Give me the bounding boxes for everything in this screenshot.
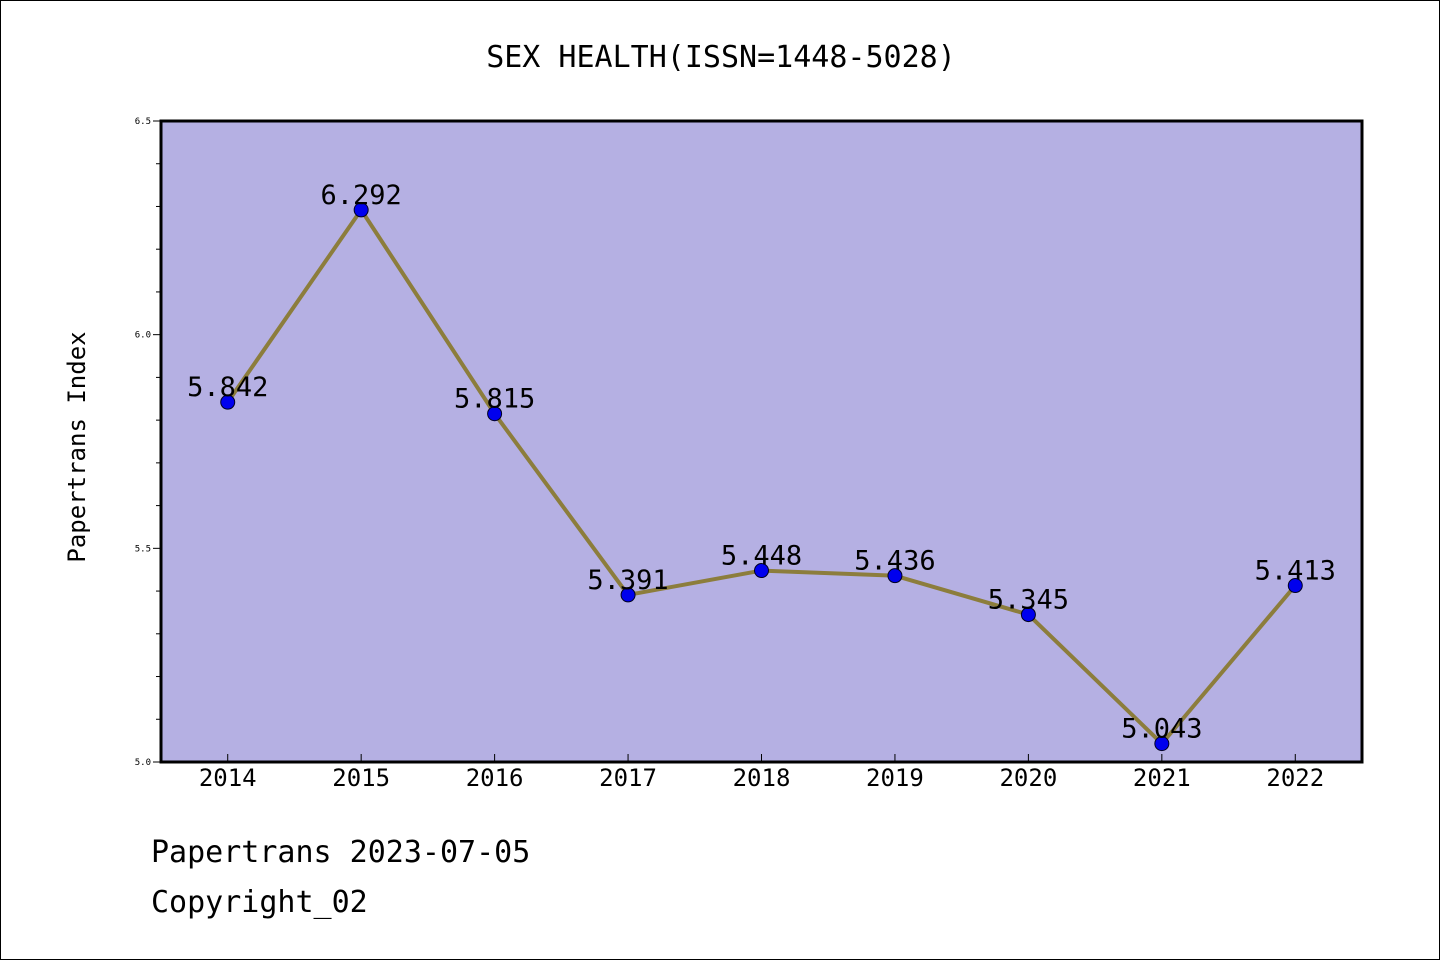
y-tick-label: 6.5	[135, 117, 151, 127]
x-tick-label: 2019	[866, 764, 924, 792]
data-label: 5.436	[854, 546, 935, 577]
data-point	[487, 406, 503, 422]
data-point	[1154, 736, 1170, 752]
data-point	[353, 202, 369, 218]
x-tick-label: 2018	[733, 764, 791, 792]
chart-title: SEX HEALTH(ISSN=1448-5028)	[486, 40, 956, 75]
footer-copyright-line: Copyright_02	[151, 885, 368, 920]
x-tick-label: 2021	[1133, 764, 1191, 792]
data-labels: 5.842 6.292 5.815 5.391 5.448 5.436 5.345 5.043…	[187, 180, 1336, 745]
x-tick-label: 2015	[332, 764, 390, 792]
x-tick-label: 2020	[999, 764, 1057, 792]
y-tick-label: 5.0	[135, 758, 151, 768]
data-point	[1287, 578, 1303, 594]
x-tick-label: 2014	[199, 764, 257, 792]
y-tick-label: 5.5	[135, 544, 151, 554]
data-label: 5.842	[187, 372, 268, 403]
data-label: 5.413	[1255, 556, 1336, 587]
plot-area	[159, 119, 1364, 764]
x-tick-label: 2016	[466, 764, 524, 792]
data-label: 5.815	[454, 384, 535, 415]
data-label: 6.292	[321, 180, 402, 211]
data-markers	[220, 202, 1303, 752]
data-point	[754, 563, 769, 579]
data-label: 5.391	[587, 565, 668, 596]
x-axis-ticks: 2014 2015 2016 2017 2018 2019 2020 2021 2022	[199, 754, 1324, 792]
y-tick-label: 6.0	[135, 331, 151, 341]
x-tick-label: 2017	[599, 764, 657, 792]
data-point	[887, 568, 903, 584]
footer-date-line: Papertrans 2023-07-05	[151, 835, 531, 870]
data-point	[220, 394, 236, 410]
y-axis-ticks: 5.0 5.5 6.0 6.5	[135, 117, 161, 768]
data-label: 5.345	[988, 585, 1069, 616]
x-tick-label: 2022	[1266, 764, 1324, 792]
data-label: 5.043	[1121, 714, 1202, 745]
data-point	[1020, 607, 1036, 623]
data-label: 5.448	[721, 541, 802, 572]
y-axis-label: Papertrans Index	[63, 331, 91, 562]
data-point	[620, 587, 636, 603]
